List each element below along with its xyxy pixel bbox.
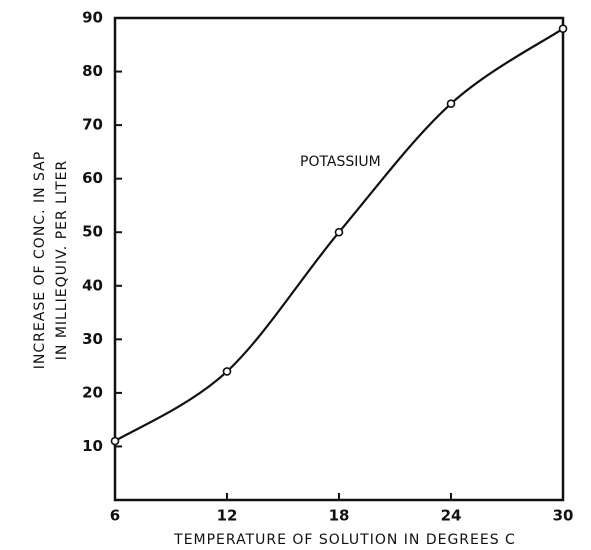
y-tick-label: 60 [82, 169, 103, 187]
y-tick-label: 10 [82, 437, 103, 455]
y-tick-label: 20 [82, 383, 103, 401]
y-tick-label: 40 [82, 276, 103, 294]
x-tick-label: 30 [553, 507, 574, 525]
x-tick-label: 6 [110, 507, 120, 525]
y-tick-label: 90 [82, 9, 103, 27]
data-point [334, 227, 344, 237]
data-point [558, 24, 568, 34]
data-point [110, 436, 120, 446]
data-point [222, 367, 232, 376]
y-tick-label: 80 [82, 62, 103, 80]
y-axis-label: IN MILLIEQUIV. PER LITER [54, 160, 70, 360]
y-tick-label: 30 [82, 330, 103, 348]
data-point [446, 99, 456, 108]
x-tick-label: 24 [441, 507, 462, 525]
x-tick-label: 12 [217, 507, 238, 525]
y-tick-label: 50 [82, 223, 103, 241]
x-axis-label: TEMPERATURE OF SOLUTION IN DEGREES C [173, 532, 516, 548]
y-tick-label: 70 [82, 116, 103, 134]
y-axis-label: INCREASE OF CONC. IN SAP [32, 151, 48, 369]
plot-frame [113, 16, 565, 502]
annotation: POTASSIUM [300, 154, 381, 170]
x-tick-label: 18 [329, 507, 350, 525]
